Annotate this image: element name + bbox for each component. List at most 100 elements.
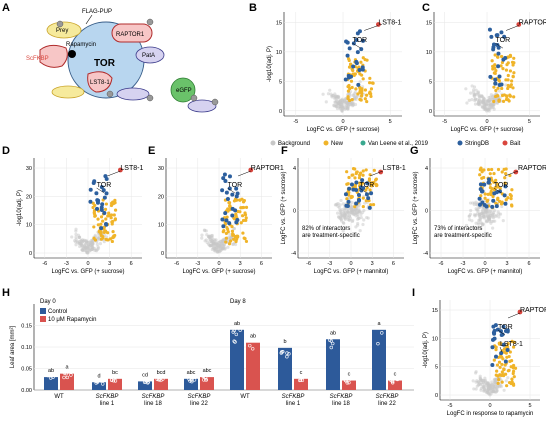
stringdb-point (488, 74, 493, 79)
stringdb-point (354, 187, 359, 192)
new-point (360, 94, 364, 98)
group-label-line: line 18 (332, 401, 350, 407)
background-point (76, 233, 81, 237)
y-tick-label: 0 (161, 251, 164, 257)
legend-swatch (270, 140, 276, 146)
stringdb-point (486, 177, 491, 182)
scatter-plot-g: -6 -3 0 3 6 -4 0 4 LogFC vs. GFP (+ mannitol) Log… (413, 158, 546, 275)
protein-label: TOR (494, 182, 509, 189)
data-point (331, 333, 336, 337)
new-point (345, 197, 349, 201)
new-point (351, 68, 355, 73)
new-point (483, 192, 487, 196)
scfkbp-shape (39, 44, 68, 68)
background-point (361, 222, 365, 227)
new-point (227, 201, 231, 205)
new-point (113, 198, 117, 202)
new-point (347, 58, 351, 63)
new-point (480, 176, 484, 180)
data-point (99, 379, 103, 383)
background-point (326, 92, 331, 96)
stringdb-point (230, 213, 235, 218)
new-point (364, 168, 368, 172)
new-point (346, 89, 350, 93)
new-point (506, 73, 510, 78)
new-point (489, 189, 493, 193)
stringdb-point (99, 185, 104, 190)
label-pointer-line (107, 170, 121, 177)
stringdb-point (502, 193, 507, 198)
new-point (489, 192, 493, 197)
stringdb-point (366, 196, 371, 201)
bait-point (248, 167, 254, 173)
new-point (503, 176, 507, 180)
protein-label: LST8-1 (383, 165, 406, 172)
stringdb-point (104, 222, 109, 227)
flag-tag-icon (146, 18, 154, 26)
new-point (227, 242, 232, 246)
label-pointer-line (237, 170, 251, 177)
background-point (80, 248, 85, 252)
x-tick-label: -6 (174, 261, 179, 267)
background-point (94, 248, 98, 252)
panel-g-label: G (410, 145, 419, 157)
new-point (243, 237, 247, 241)
y-axis-label: -log10(adj. P) (267, 46, 273, 82)
background-point (88, 248, 92, 252)
new-point (502, 367, 506, 371)
data-point (345, 381, 349, 385)
background-point (86, 250, 90, 254)
stringdb-point (343, 77, 348, 82)
background-point (85, 246, 89, 251)
new-point (346, 182, 350, 186)
x-axis-label: LogFC vs. GFP (+ sucrose) (182, 269, 255, 275)
y-axis-label: LogFC vs. GFP (+ sucrose) (281, 171, 287, 244)
y-tick-label: 0 (435, 393, 438, 399)
background-point (473, 99, 477, 103)
background-point (490, 380, 494, 384)
y-tick-label: 0.15 (21, 324, 32, 330)
panel-a: A FLAG-PUP Prey RAPTOR1 Rapamycin (2, 2, 219, 113)
background-point (476, 208, 480, 212)
new-point (501, 67, 505, 71)
group-label-line: line 18 (144, 401, 162, 407)
new-point (488, 172, 492, 176)
bar-chart-h: 0.00 0.05 0.10 0.15 Leaf area [mm²] Day 0 Day … (10, 299, 414, 407)
y-tick-label: 0 (425, 209, 428, 215)
background-point (353, 92, 357, 96)
stringdb-point (101, 188, 106, 193)
stringdb-point (499, 333, 504, 338)
background-point (362, 208, 366, 213)
new-point (504, 68, 509, 72)
background-point (352, 212, 356, 217)
stringdb-point (102, 195, 107, 200)
new-point (111, 236, 115, 240)
new-point (502, 167, 506, 171)
stringdb-point (223, 178, 228, 183)
legend-swatch-rapamycin (40, 316, 46, 322)
new-point (494, 69, 498, 73)
background-point (338, 216, 342, 221)
data-point (376, 341, 380, 346)
new-point (92, 210, 96, 215)
stringdb-point (234, 186, 239, 191)
data-point (249, 331, 253, 335)
new-point (353, 205, 357, 209)
background-point (472, 88, 476, 92)
new-point (505, 345, 510, 349)
background-point (332, 104, 336, 108)
raptor1-shape (111, 23, 153, 43)
background-point (334, 94, 338, 98)
new-point (361, 196, 365, 200)
label-pointer-line (507, 312, 521, 319)
background-point (228, 233, 232, 237)
volcano-plot-i: -5 0 5 0 5 10 15 LogFC in response to rapamycin… (423, 300, 546, 417)
data-point (66, 368, 70, 372)
significance-letter: bcd (157, 370, 166, 376)
bar (60, 373, 74, 390)
new-point (113, 233, 117, 238)
background-point (475, 384, 479, 388)
new-point (504, 351, 508, 355)
background-point (210, 239, 214, 243)
new-point (512, 383, 516, 387)
